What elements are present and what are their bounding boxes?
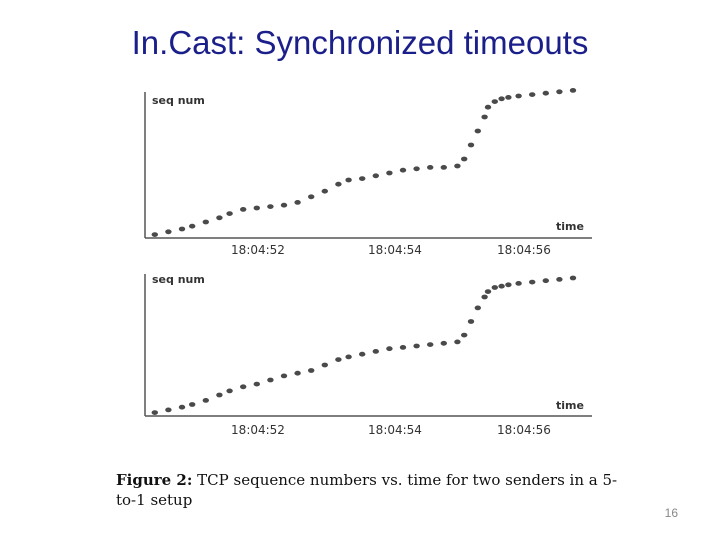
x-tick-label-0: 18:04:52	[231, 423, 285, 437]
data-point	[413, 343, 420, 349]
data-point	[454, 163, 461, 169]
seq-chart-2: seq num time 18:04:52 18:04:54 18:04:56	[140, 270, 600, 442]
data-point	[202, 219, 209, 225]
slide-title: In.Cast: Synchronized timeouts	[131, 24, 589, 61]
x-axis-label: time	[556, 399, 584, 412]
y-axis-label: seq num	[152, 273, 205, 286]
data-point	[345, 354, 352, 360]
data-point	[165, 407, 172, 413]
series-marks	[151, 275, 577, 415]
x-tick-label-1: 18:04:54	[368, 423, 422, 437]
data-point	[413, 166, 420, 172]
data-point	[308, 194, 315, 200]
data-point	[491, 99, 498, 104]
data-point	[542, 90, 549, 96]
page-number: 16	[664, 506, 678, 520]
data-point	[386, 170, 393, 176]
data-point	[345, 177, 352, 183]
data-point	[165, 229, 172, 235]
data-point	[461, 332, 468, 338]
caption-text: TCP sequence numbers vs. time for two se…	[116, 471, 618, 509]
data-point	[498, 96, 505, 102]
data-point	[440, 165, 447, 170]
data-point	[481, 114, 488, 120]
x-tick-label-2: 18:04:56	[497, 243, 551, 257]
figure-caption: Figure 2: TCP sequence numbers vs. time …	[116, 470, 636, 510]
data-point	[178, 404, 186, 410]
x-axis-label: time	[556, 220, 584, 233]
data-point	[240, 384, 247, 390]
data-point	[335, 181, 342, 187]
data-point	[253, 205, 260, 211]
data-point	[515, 93, 522, 99]
data-point	[569, 88, 577, 93]
data-point	[202, 398, 209, 403]
data-point	[461, 156, 468, 162]
series-marks	[151, 88, 577, 238]
data-point	[294, 370, 301, 376]
data-point	[151, 410, 158, 415]
data-point	[467, 319, 475, 324]
data-point	[474, 305, 481, 311]
caption-label: Figure 2:	[116, 471, 193, 489]
seq-chart-2-svg: seq num time 18:04:52 18:04:54 18:04:56	[144, 273, 592, 437]
data-point	[226, 211, 233, 216]
data-point	[556, 277, 563, 282]
x-tick-label-2: 18:04:56	[497, 423, 551, 437]
data-point	[427, 165, 434, 170]
data-point	[484, 289, 492, 294]
data-point	[189, 402, 196, 407]
data-point	[505, 282, 512, 288]
data-point	[529, 279, 536, 285]
data-point	[505, 95, 512, 100]
data-point	[427, 342, 434, 347]
data-point	[372, 173, 379, 179]
data-point	[569, 275, 577, 281]
data-point	[399, 167, 407, 173]
data-point	[321, 188, 328, 194]
data-point	[529, 92, 536, 97]
data-point	[474, 128, 481, 134]
data-point	[467, 142, 475, 148]
data-point	[372, 349, 379, 354]
data-point	[515, 281, 522, 286]
data-point	[440, 340, 447, 346]
seq-chart-1-svg: seq num time 18:04:52 18:04:54 18:04:56	[144, 88, 592, 257]
data-point	[454, 339, 461, 345]
data-point	[308, 368, 315, 373]
data-point	[556, 89, 563, 95]
seq-chart-1: seq num time 18:04:52 18:04:54 18:04:56	[140, 88, 600, 260]
data-point	[240, 207, 247, 212]
data-point	[226, 388, 233, 394]
data-point	[216, 215, 223, 221]
data-point	[280, 373, 288, 379]
data-point	[542, 278, 549, 284]
data-point	[321, 362, 328, 368]
data-point	[335, 357, 342, 362]
data-point	[253, 381, 260, 387]
data-point	[280, 202, 288, 208]
data-point	[359, 176, 366, 181]
data-point	[189, 223, 196, 229]
x-tick-label-1: 18:04:54	[368, 243, 422, 257]
data-point	[491, 285, 498, 290]
data-point	[481, 294, 488, 300]
data-point	[359, 351, 366, 357]
data-point	[294, 200, 301, 205]
data-point	[498, 283, 505, 289]
data-point	[386, 346, 393, 352]
x-tick-label-0: 18:04:52	[231, 243, 285, 257]
data-point	[151, 232, 158, 238]
data-point	[267, 204, 274, 209]
data-point	[216, 392, 223, 398]
data-point	[484, 104, 492, 110]
data-point	[267, 377, 274, 383]
data-point	[178, 226, 186, 232]
data-point	[399, 345, 407, 350]
y-axis-label: seq num	[152, 94, 205, 107]
